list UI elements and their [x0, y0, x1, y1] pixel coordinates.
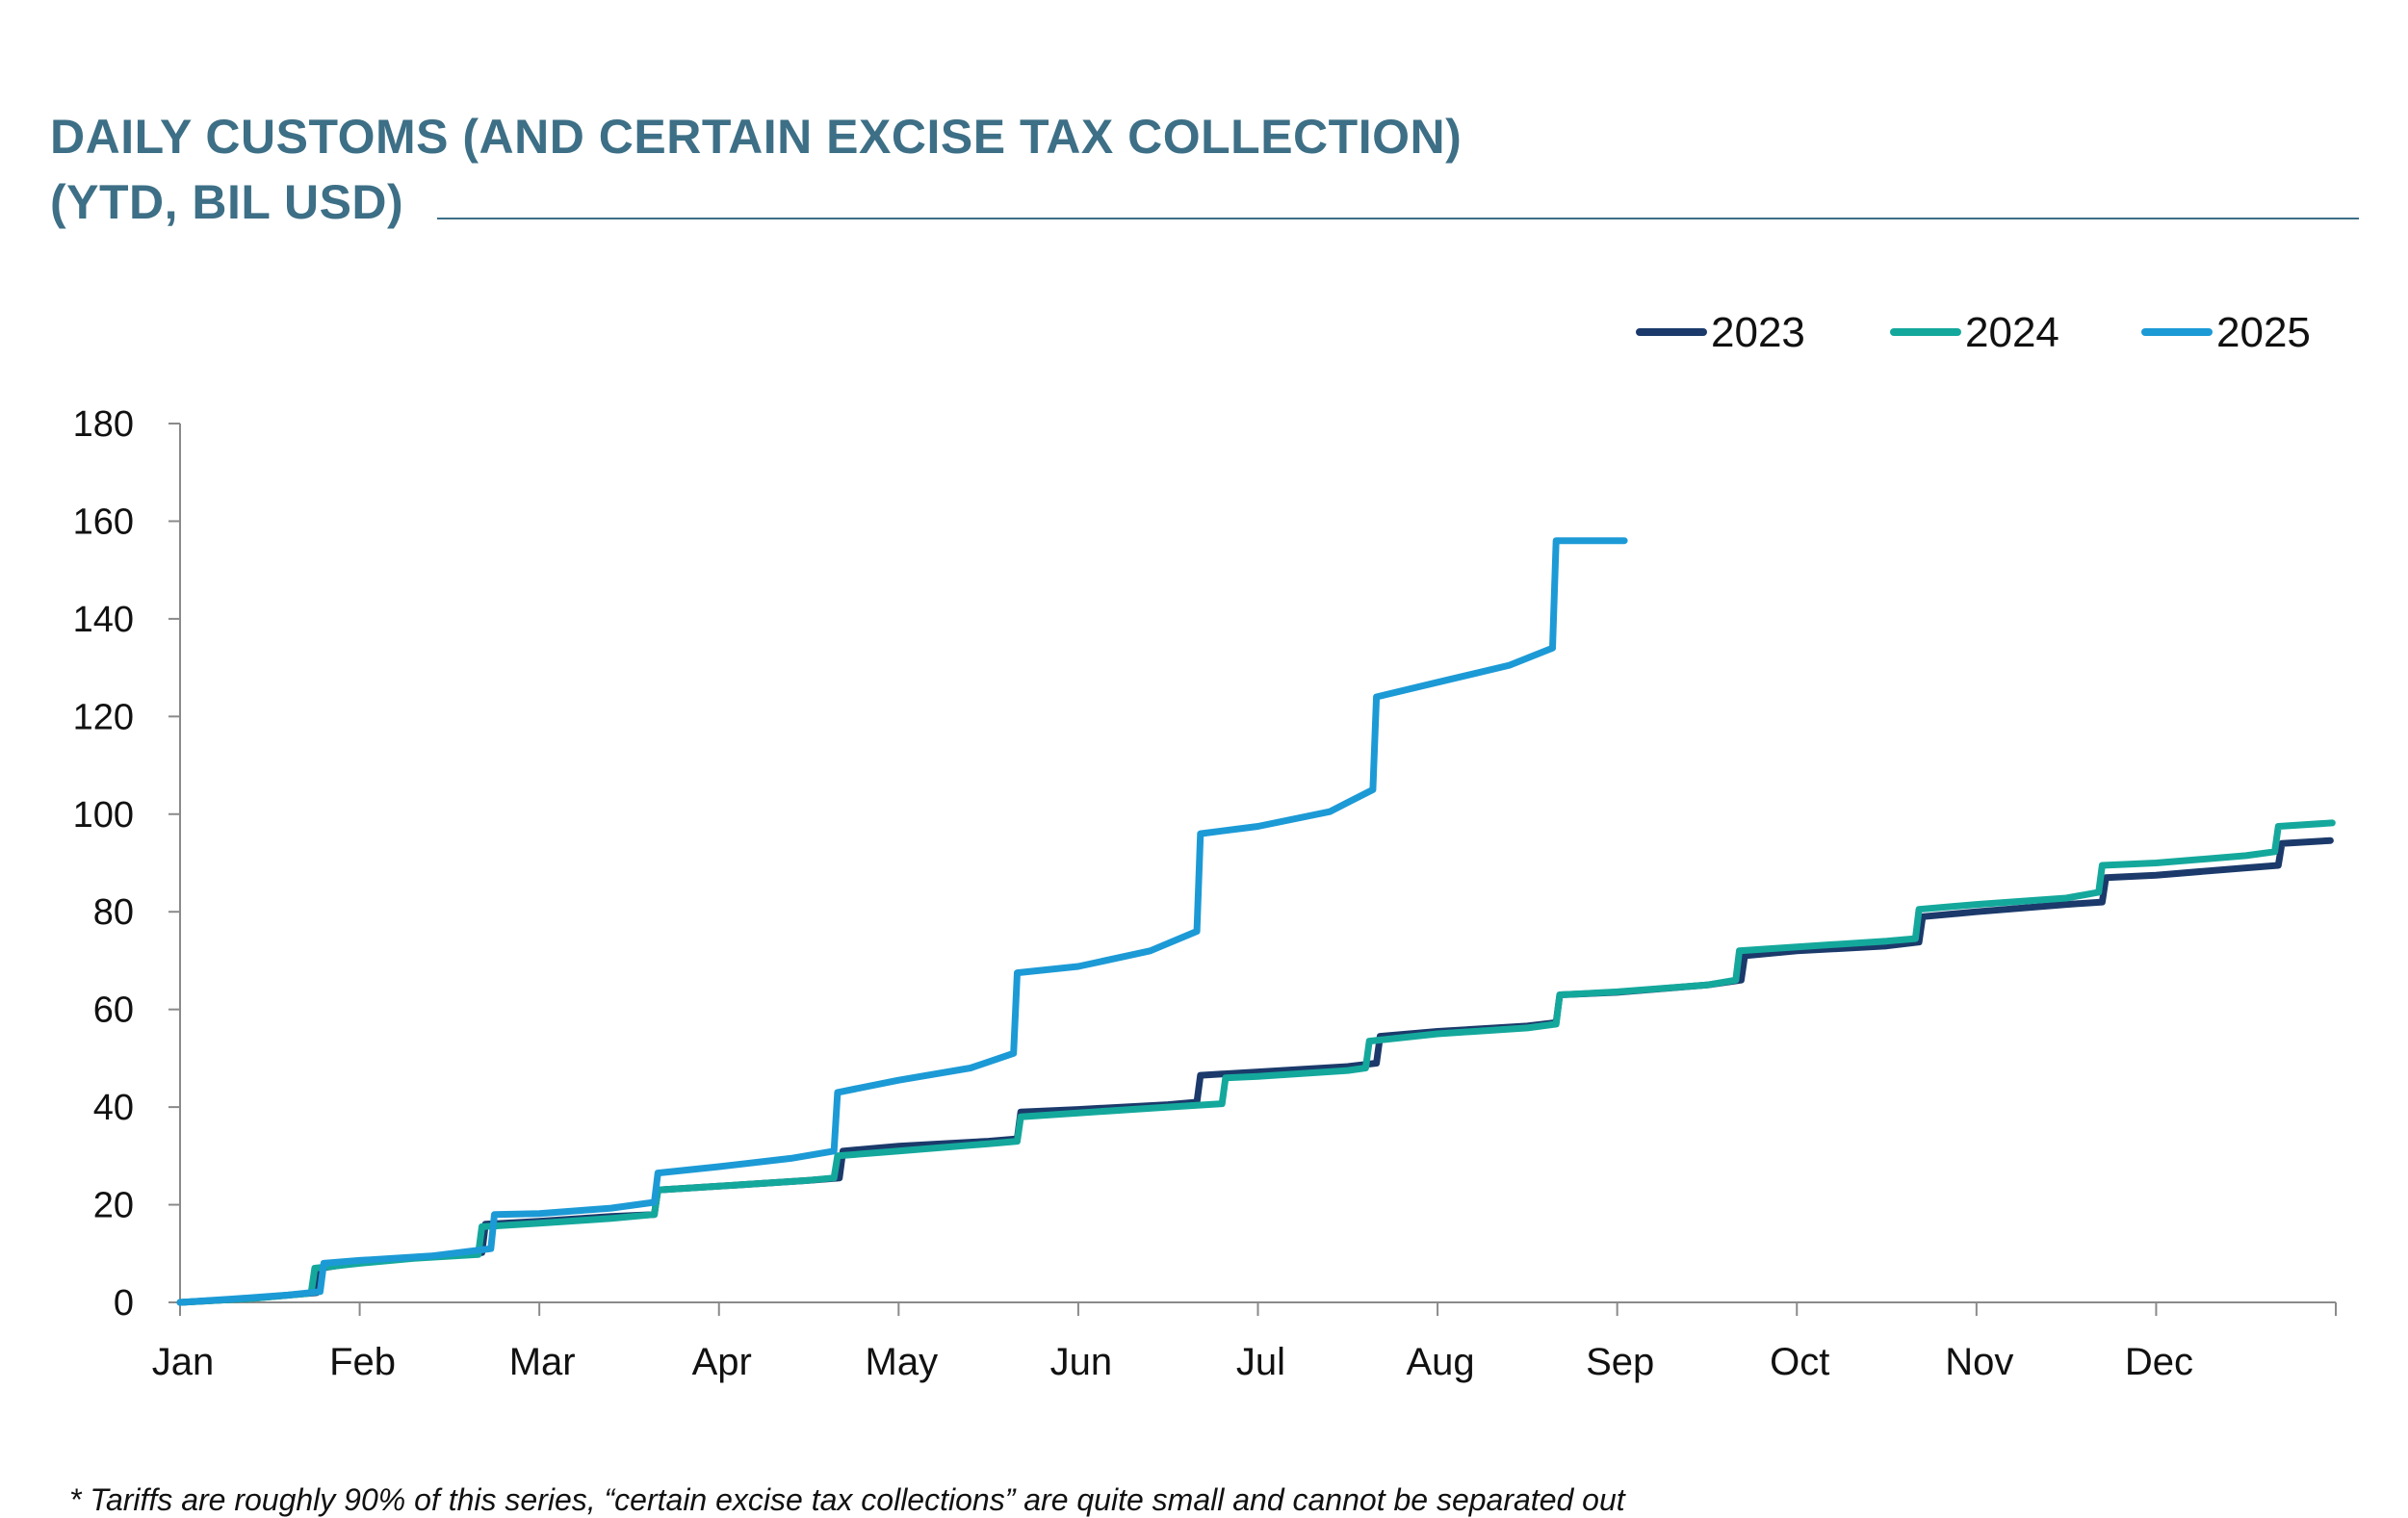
y-tick-label: 0 [114, 1283, 134, 1324]
footnote: * Tariffs are roughly 90% of this series… [69, 1482, 1625, 1517]
series-lines [176, 537, 2336, 1306]
y-tick-label: 180 [73, 404, 134, 445]
x-tick-label: Oct [1770, 1341, 1829, 1383]
x-tick-label: Mar [509, 1341, 576, 1383]
x-tick-label: Feb [329, 1341, 396, 1383]
y-tick-label: 100 [73, 795, 134, 836]
y-tick-label: 140 [73, 600, 134, 640]
chart-title-block: DAILY CUSTOMS (AND CERTAIN EXCISE TAX CO… [50, 104, 1462, 235]
x-tick-label: Sep [1586, 1341, 1654, 1383]
series-line-2025 [176, 537, 1628, 1306]
y-tick-label: 120 [73, 697, 134, 737]
x-tick-label: Apr [692, 1341, 752, 1383]
legend-label-2024: 2024 [1965, 309, 2059, 356]
series-line-2023 [176, 836, 2334, 1306]
y-tick-label: 20 [93, 1186, 134, 1226]
x-tick-label: Aug [1406, 1341, 1474, 1383]
title-underline [437, 218, 2359, 219]
chart-subtitle: (YTD, BIL USD) [50, 175, 404, 229]
y-tick-label: 80 [93, 892, 134, 933]
legend: 2023 2024 2025 [1636, 309, 2311, 356]
series-line-2024 [176, 819, 2336, 1306]
x-tick-label: May [866, 1341, 939, 1383]
x-tick-label: Nov [1945, 1341, 2013, 1383]
legend-label-2023: 2023 [1711, 309, 1805, 356]
y-tick-label: 160 [73, 502, 134, 542]
x-tick-label: Jan [152, 1341, 215, 1383]
y-tick-label: 40 [93, 1088, 134, 1128]
x-tick-label: Dec [2125, 1341, 2193, 1383]
chart-title: DAILY CUSTOMS (AND CERTAIN EXCISE TAX CO… [50, 110, 1463, 164]
axes: 0 20 40 60 80 100 120 140 160 180 Jan Feb Mar Apr May J… [73, 404, 2337, 1383]
x-tick-label: Jul [1236, 1341, 1285, 1383]
x-tick-label: Jun [1050, 1341, 1113, 1383]
legend-label-2025: 2025 [2216, 309, 2311, 356]
y-tick-label: 60 [93, 991, 134, 1031]
